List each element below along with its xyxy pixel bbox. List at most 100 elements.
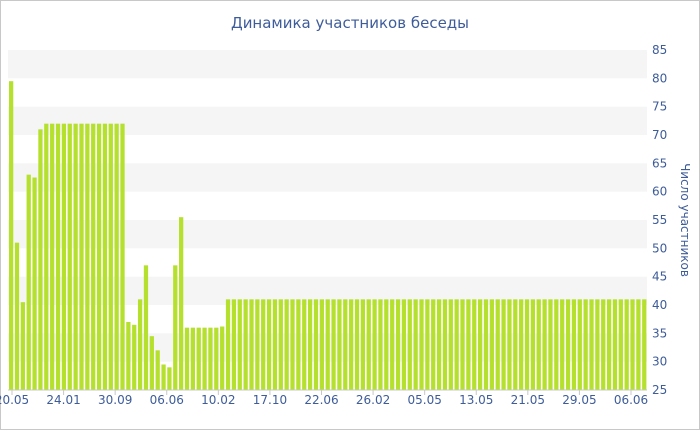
bar [524, 299, 530, 390]
x-tick-label: 06.06 [614, 393, 648, 407]
y-axis-label: Число участников [678, 163, 692, 277]
bar [395, 299, 401, 390]
y-tick-label: 60 [652, 185, 667, 199]
bar [102, 123, 108, 391]
bar [425, 299, 430, 390]
x-tick-label: 24.01 [46, 393, 80, 407]
bar [208, 327, 213, 390]
bar [642, 299, 647, 390]
bar [565, 299, 571, 390]
bar [179, 217, 184, 390]
bar [190, 327, 195, 390]
bar [255, 299, 260, 390]
x-tick-label: 29.05 [562, 393, 596, 407]
x-tick-label: 30.09 [98, 393, 132, 407]
bar [272, 299, 278, 390]
bar [91, 123, 96, 391]
y-tick-label: 80 [652, 71, 667, 85]
bar [384, 299, 389, 390]
bar [530, 299, 536, 390]
bar [372, 299, 377, 390]
bar [460, 299, 465, 390]
bar [601, 299, 606, 390]
grid-band [8, 106, 647, 135]
y-tick-label: 35 [652, 326, 667, 340]
y-tick-label: 40 [652, 298, 667, 312]
x-tick-label: 17.10 [253, 393, 287, 407]
bar [436, 299, 442, 390]
bar [278, 299, 283, 390]
bar [26, 174, 31, 390]
bar [577, 299, 582, 390]
bar [589, 299, 594, 390]
bar [466, 299, 471, 390]
bar [624, 299, 629, 390]
bar [231, 299, 237, 390]
bar [630, 299, 635, 390]
bar [554, 299, 559, 390]
grid-band [8, 220, 647, 249]
y-tick-label: 25 [652, 383, 667, 397]
bar [507, 299, 512, 390]
bar [407, 299, 412, 390]
bar [595, 299, 600, 390]
bar [20, 302, 25, 390]
bar [38, 129, 43, 390]
bar [220, 326, 225, 390]
bar [495, 299, 500, 390]
bar [390, 299, 395, 390]
bar [331, 299, 336, 390]
y-tick-label: 85 [652, 43, 667, 57]
bar [636, 299, 641, 390]
bar [501, 299, 506, 390]
bar [366, 299, 371, 390]
bar [349, 299, 354, 390]
bar [85, 123, 90, 391]
bar [302, 299, 307, 390]
y-tick-label: 45 [652, 270, 667, 284]
y-tick-label: 55 [652, 213, 667, 227]
bar [143, 265, 149, 390]
bar [61, 123, 67, 391]
bar [137, 299, 143, 390]
bar [155, 350, 160, 390]
bar [167, 367, 172, 390]
x-tick-label: 06.06 [150, 393, 184, 407]
bar [261, 299, 266, 390]
grid-band [8, 50, 647, 79]
bar [149, 336, 154, 390]
y-tick-labels: 25 30 35 40 45 50 55 60 65 70 75 80 85 [652, 43, 667, 397]
bar [477, 299, 483, 390]
bar [126, 322, 131, 390]
bar [571, 299, 577, 390]
bar [50, 123, 55, 391]
bar [360, 299, 365, 390]
bar [454, 299, 459, 390]
y-tick-label: 65 [652, 156, 667, 170]
bar [196, 327, 201, 390]
bar [55, 123, 61, 391]
bar [79, 123, 84, 391]
x-tick-label: 20.05 [0, 393, 29, 407]
bar [536, 299, 541, 390]
bar [14, 242, 20, 390]
bar [489, 299, 494, 390]
bar [319, 299, 324, 390]
x-tick-label: 10.02 [201, 393, 235, 407]
bar [542, 299, 547, 390]
bars [9, 81, 647, 391]
bar [214, 327, 219, 390]
y-tick-label: 30 [652, 355, 667, 369]
bar [606, 299, 612, 390]
chart-title: Динамика участников беседы [231, 14, 469, 32]
bar [120, 123, 125, 391]
bar [225, 299, 231, 390]
bar [67, 123, 72, 391]
bar [401, 299, 407, 390]
bar [296, 299, 301, 390]
bar [583, 299, 588, 390]
bar [413, 299, 418, 390]
x-tick-label: 21.05 [511, 393, 545, 407]
bar [513, 299, 518, 390]
bar [378, 299, 383, 390]
